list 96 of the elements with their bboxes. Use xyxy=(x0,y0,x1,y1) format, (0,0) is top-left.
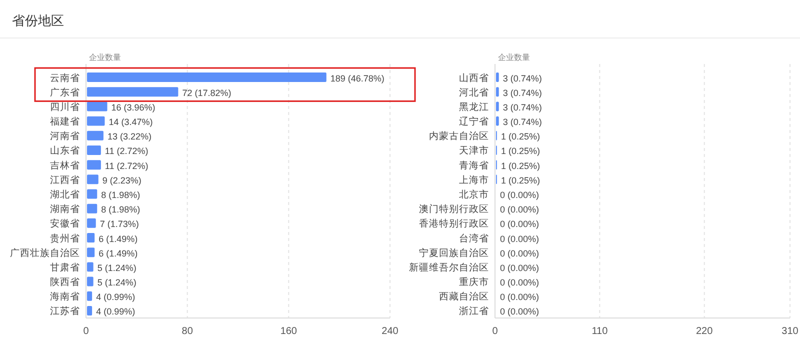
y-tick-label: 海南省 xyxy=(50,290,80,303)
data-label: 4 (0.99%) xyxy=(96,306,136,317)
x-tick-label: 220 xyxy=(696,326,714,337)
y-tick-label: 浙江省 xyxy=(459,305,489,318)
data-label: 8 (1.98%) xyxy=(101,204,140,215)
bar xyxy=(87,189,98,199)
y-tick-label: 云南省 xyxy=(50,72,80,84)
data-label: 0 (0.00%) xyxy=(500,204,540,215)
data-label: 16 (3.96%) xyxy=(111,102,156,112)
data-label: 3 (0.74%) xyxy=(502,102,542,112)
x-tick-label: 110 xyxy=(592,326,608,337)
bar xyxy=(87,130,104,140)
data-label: 8 (1.98%) xyxy=(101,190,140,200)
x-tick-label: 0 xyxy=(83,326,90,337)
x-tick-label: 310 xyxy=(782,326,799,337)
data-label: 0 (0.00%) xyxy=(500,219,540,230)
y-tick-label: 湖北省 xyxy=(50,188,80,200)
data-label: 0 (0.00%) xyxy=(500,278,540,288)
y-tick-label: 甘肃省 xyxy=(50,261,80,274)
data-label: 6 (1.49%) xyxy=(98,248,138,258)
x-axis-title: 企业数量 xyxy=(498,53,530,62)
y-tick-label: 香港特别行政区 xyxy=(419,218,489,230)
y-tick-label: 内蒙古自治区 xyxy=(429,130,489,142)
data-label: 0 (0.00%) xyxy=(500,306,540,317)
data-label: 189 (46.78%) xyxy=(330,73,384,84)
y-tick-label: 河南省 xyxy=(50,130,80,142)
data-label: 1 (0.25%) xyxy=(500,132,540,142)
bar xyxy=(87,233,95,243)
y-tick-label: 河北省 xyxy=(459,86,489,98)
x-tick-label: 80 xyxy=(182,326,194,337)
x-tick-label: 240 xyxy=(382,326,399,337)
y-tick-label: 天津市 xyxy=(459,144,489,157)
data-label: 0 (0.00%) xyxy=(500,234,540,244)
bar xyxy=(87,248,95,258)
data-label: 0 (0.00%) xyxy=(500,190,540,200)
y-tick-label: 黑龙江 xyxy=(459,100,489,113)
chart-title: 省份地区 xyxy=(12,13,64,28)
y-tick-label: 湖南省 xyxy=(50,203,80,216)
y-tick-label: 澳门特别行政区 xyxy=(419,203,489,216)
y-tick-label: 山东省 xyxy=(50,144,80,157)
y-tick-label: 西藏自治区 xyxy=(439,290,489,303)
y-tick-label: 重庆市 xyxy=(459,276,489,288)
data-label: 0 (0.00%) xyxy=(500,248,540,258)
y-tick-label: 北京市 xyxy=(459,188,489,200)
bar xyxy=(87,116,105,126)
data-label: 3 (0.74%) xyxy=(502,73,542,84)
bar xyxy=(87,102,108,112)
y-tick-label: 安徽省 xyxy=(50,218,80,230)
y-tick-label: 新疆维吾尔自治区 xyxy=(409,261,489,274)
y-tick-label: 宁夏回族自治区 xyxy=(419,246,489,259)
y-tick-label: 广东省 xyxy=(50,86,80,98)
y-tick-label: 福建省 xyxy=(50,116,80,128)
data-label: 9 (2.23%) xyxy=(102,175,142,186)
y-tick-label: 江苏省 xyxy=(50,305,80,318)
data-label: 3 (0.74%) xyxy=(502,88,542,98)
data-label: 7 (1.73%) xyxy=(100,219,139,230)
x-tick-label: 0 xyxy=(492,326,498,337)
bar xyxy=(87,145,101,155)
data-label: 1 (0.25%) xyxy=(500,160,540,171)
bar xyxy=(87,276,94,286)
data-label: 6 (1.49%) xyxy=(98,234,138,244)
bar xyxy=(87,174,98,184)
data-label: 11 (2.72%) xyxy=(104,146,148,156)
bar xyxy=(87,262,94,272)
y-tick-label: 辽宁省 xyxy=(459,116,489,128)
bar xyxy=(87,218,96,228)
y-tick-label: 吉林省 xyxy=(50,159,80,172)
x-tick-label: 160 xyxy=(280,326,298,337)
y-tick-label: 上海市 xyxy=(459,174,489,186)
data-label: 5 (1.24%) xyxy=(97,262,136,273)
y-tick-label: 山西省 xyxy=(459,72,489,84)
bar xyxy=(87,160,101,170)
data-label: 0 (0.00%) xyxy=(500,292,540,302)
data-label: 3 (0.74%) xyxy=(502,117,542,128)
y-tick-label: 广西壮族自治区 xyxy=(10,246,80,259)
data-label: 1 (0.25%) xyxy=(500,175,540,186)
data-label: 72 (17.82%) xyxy=(182,88,232,98)
y-tick-label: 陕西省 xyxy=(50,276,80,288)
bar xyxy=(87,87,178,97)
y-tick-label: 台湾省 xyxy=(459,232,489,244)
y-tick-label: 贵州省 xyxy=(50,232,80,244)
data-label: 11 (2.72%) xyxy=(104,160,148,171)
y-tick-label: 青海省 xyxy=(459,159,489,172)
data-label: 1 (0.25%) xyxy=(500,146,540,156)
bar xyxy=(87,72,326,82)
y-tick-label: 四川省 xyxy=(50,100,80,113)
data-label: 13 (3.22%) xyxy=(107,132,152,142)
y-tick-label: 江西省 xyxy=(50,174,80,186)
bar xyxy=(87,291,92,301)
data-label: 14 (3.47%) xyxy=(108,117,153,128)
bar xyxy=(87,204,98,214)
data-label: 0 (0.00%) xyxy=(500,262,540,273)
x-axis-title: 企业数量 xyxy=(89,53,121,62)
data-label: 5 (1.24%) xyxy=(97,278,136,288)
bar xyxy=(87,306,92,316)
data-label: 4 (0.99%) xyxy=(96,292,136,302)
